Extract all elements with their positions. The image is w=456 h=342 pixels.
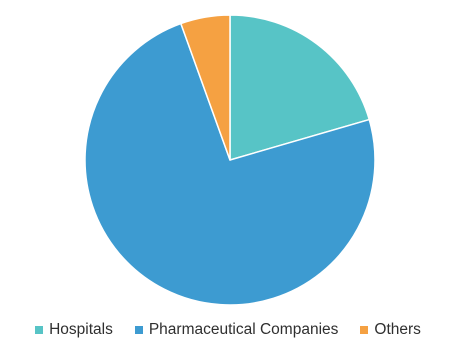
chart-legend: Hospitals Pharmaceutical Companies Other… [0, 318, 456, 342]
legend-swatch-pharmaceutical-companies [134, 326, 143, 334]
legend-item-pharmaceutical-companies[interactable]: Pharmaceutical Companies [134, 321, 339, 339]
pie-slice-hospitals[interactable] [229, 14, 370, 161]
legend-item-others[interactable]: Others [360, 321, 421, 339]
legend-label-hospitals: Hospitals [49, 321, 113, 338]
pie-slice-pharmaceutical-companies[interactable] [84, 22, 376, 306]
legend-label-others: Others [374, 321, 421, 338]
pie-chart-canvas [84, 14, 376, 306]
legend-item-hospitals[interactable]: Hospitals [35, 321, 113, 339]
legend-swatch-hospitals [35, 326, 44, 334]
legend-label-pharmaceutical-companies: Pharmaceutical Companies [148, 321, 339, 338]
legend-swatch-others [360, 326, 369, 334]
pie-slice-others[interactable] [180, 14, 231, 161]
